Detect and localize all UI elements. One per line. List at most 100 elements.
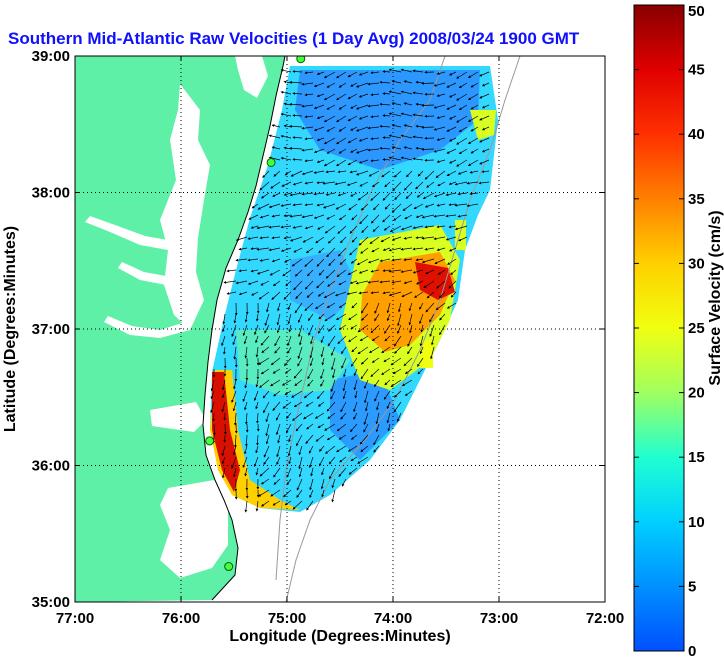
current-vector: [421, 126, 435, 129]
current-vector: [387, 423, 391, 432]
current-vector: [305, 401, 314, 407]
current-vector: [371, 357, 380, 363]
current-vector: [288, 456, 292, 465]
current-vector: [373, 445, 380, 453]
current-vector: [337, 247, 347, 257]
current-vector: [301, 148, 314, 152]
current-vector: [254, 324, 259, 336]
current-vector: [313, 214, 325, 219]
current-vector: [298, 456, 303, 470]
current-vector: [281, 379, 292, 386]
current-vector: [242, 390, 248, 402]
current-vector: [320, 368, 325, 380]
current-vector: [353, 401, 358, 413]
current-vector: [287, 346, 292, 354]
current-vector: [274, 335, 281, 347]
colorbar-label: Surface Velocity (cm/s): [707, 210, 724, 385]
current-vector: [361, 225, 369, 234]
current-vector: [293, 280, 303, 291]
current-vector: [446, 302, 457, 309]
albemarle-sound: [150, 402, 206, 432]
current-vector: [403, 258, 413, 262]
current-vector: [374, 379, 380, 388]
current-vector: [313, 104, 325, 109]
current-vector: [400, 247, 413, 251]
current-vector: [323, 71, 336, 79]
current-vector: [379, 258, 391, 263]
current-vector: [382, 291, 391, 295]
current-vector: [255, 467, 259, 476]
colorbar-tick-label: 15: [688, 449, 705, 466]
current-vector: [384, 181, 391, 188]
current-vector: [347, 159, 358, 166]
velocity-zone-yellow-southeast: [420, 340, 433, 368]
current-vector: [265, 434, 270, 445]
current-vector: [301, 192, 314, 196]
current-vector: [400, 156, 413, 161]
current-vector: [458, 82, 468, 89]
current-vector: [384, 203, 391, 210]
current-vector: [386, 412, 391, 424]
current-vector: [316, 115, 325, 119]
current-vector: [340, 236, 347, 244]
current-vector: [327, 335, 336, 347]
current-vector: [270, 357, 281, 366]
current-vector: [317, 390, 325, 400]
current-vector: [323, 291, 336, 298]
current-vector: [320, 478, 325, 490]
current-vector: [357, 192, 369, 201]
radar-site-marker: [224, 562, 234, 572]
current-vector: [244, 313, 248, 323]
current-vector: [356, 258, 369, 265]
chesapeake-bay: [160, 84, 210, 330]
current-vector: [304, 93, 314, 97]
current-vector: [316, 280, 325, 289]
current-vector: [256, 269, 270, 275]
current-vector: [326, 247, 336, 258]
current-vector: [253, 390, 259, 402]
current-vector: [386, 401, 391, 410]
current-vector: [336, 269, 347, 277]
current-vector: [313, 126, 325, 131]
current-vector: [375, 423, 380, 433]
current-vector: [470, 104, 479, 110]
current-vector: [244, 445, 248, 455]
current-vector: [363, 412, 369, 426]
current-vector: [244, 500, 248, 513]
current-vector: [381, 368, 391, 376]
current-vector: [337, 335, 347, 344]
x-tick-label: 72:00: [586, 610, 624, 627]
current-vector: [467, 137, 479, 144]
current-vector: [415, 214, 424, 218]
current-vector: [292, 181, 303, 186]
current-vector: [272, 192, 281, 197]
current-vector: [296, 478, 303, 491]
current-vector: [284, 500, 292, 506]
current-vector: [382, 158, 391, 161]
current-vector: [349, 280, 358, 284]
current-vector: [235, 258, 248, 262]
current-vector: [458, 126, 468, 133]
current-vector: [268, 156, 281, 161]
current-vector: [233, 379, 237, 390]
current-vector: [359, 214, 369, 225]
current-vector: [386, 313, 391, 322]
y-tick-label: 35:00: [32, 594, 70, 611]
current-vector: [301, 170, 314, 175]
coastline-outline: [202, 56, 286, 601]
current-vector: [221, 445, 226, 457]
current-vector: [286, 423, 292, 434]
current-vector: [412, 157, 424, 161]
current-vector: [270, 379, 281, 387]
current-vector: [258, 489, 270, 497]
current-vector: [284, 357, 292, 367]
current-vector: [251, 203, 259, 209]
current-vector: [276, 456, 281, 465]
current-vector: [367, 126, 380, 130]
current-vector: [370, 368, 380, 377]
current-vector: [433, 82, 446, 87]
current-vector: [308, 456, 314, 469]
colorbar-tick-label: 45: [688, 62, 705, 79]
current-vector: [419, 335, 424, 347]
radar-sites: [205, 56, 306, 572]
